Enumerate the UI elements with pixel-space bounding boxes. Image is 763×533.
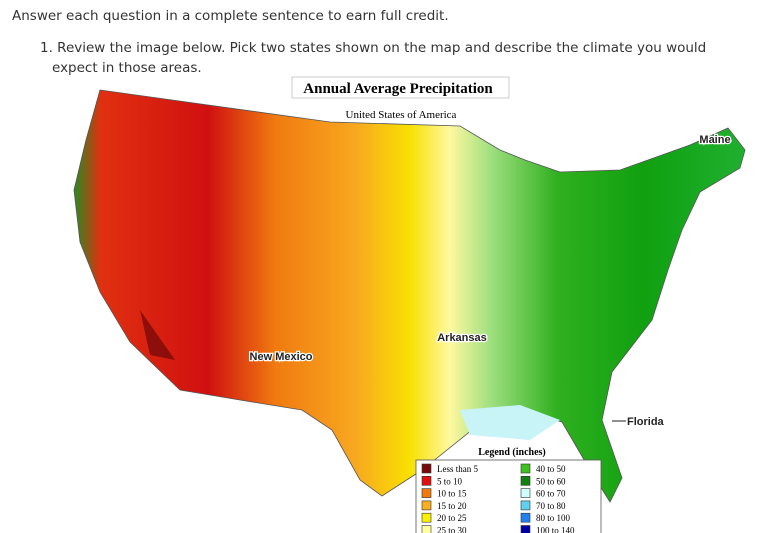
legend-label: 40 to 50 <box>536 464 566 474</box>
legend-label: 100 to 140 <box>536 526 575 533</box>
legend-swatch <box>520 500 531 511</box>
legend-swatch <box>421 488 432 498</box>
legend-swatch <box>421 463 432 474</box>
legend-swatch <box>421 500 432 511</box>
legend-label: 15 to 20 <box>437 501 467 511</box>
legend-swatch <box>421 512 432 523</box>
desert-region <box>140 310 175 360</box>
map-subtitle: United States of America <box>346 109 457 121</box>
legend-title: Legend (inches) <box>478 447 546 458</box>
legend-label: 5 to 10 <box>437 476 463 486</box>
legend-swatch <box>520 525 531 533</box>
legend-swatch <box>421 525 432 533</box>
legend-label: 60 to 70 <box>536 489 566 499</box>
legend-swatch <box>520 488 531 498</box>
title-box <box>291 76 510 99</box>
map-title: Annual Average Precipitation <box>303 81 493 97</box>
state-label: Arkansas <box>437 332 487 344</box>
state-label: New Mexico <box>250 351 313 363</box>
legend-label: 25 to 30 <box>437 526 467 533</box>
legend-label: Less than 5 <box>437 464 478 474</box>
legend-label: 10 to 15 <box>437 489 467 499</box>
legend-swatch <box>421 475 432 486</box>
question: 1. Review the image below. Pick two stat… <box>40 40 707 76</box>
state-label: Maine <box>699 134 730 146</box>
instruction: Answer each question in a complete sente… <box>12 8 449 24</box>
legend-box <box>415 459 602 533</box>
legend-swatch <box>520 475 531 486</box>
legend-label: 20 to 25 <box>437 513 467 523</box>
legend-swatch <box>520 512 531 523</box>
us-map <box>73 89 746 503</box>
state-label: Florida <box>627 416 665 428</box>
gulf-region <box>460 405 560 440</box>
legend-swatch <box>520 463 531 474</box>
legend-label: 50 to 60 <box>536 476 566 486</box>
legend-label: 70 to 80 <box>536 501 566 511</box>
legend-label: 80 to 100 <box>536 513 571 523</box>
